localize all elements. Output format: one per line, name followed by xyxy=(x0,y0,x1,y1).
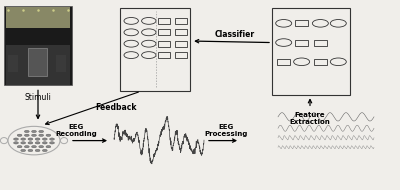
Circle shape xyxy=(17,146,22,148)
Bar xyxy=(314,40,327,46)
Bar xyxy=(175,29,187,35)
Bar xyxy=(120,8,190,91)
Bar xyxy=(56,61,66,72)
Circle shape xyxy=(42,142,47,144)
Circle shape xyxy=(32,146,36,148)
Bar xyxy=(175,52,187,58)
Bar xyxy=(158,29,170,35)
Circle shape xyxy=(35,142,40,144)
Circle shape xyxy=(14,138,18,140)
Bar xyxy=(6,45,70,85)
Circle shape xyxy=(39,134,44,136)
Circle shape xyxy=(24,134,29,136)
Bar xyxy=(314,59,327,65)
Circle shape xyxy=(21,149,26,152)
Text: Feature
Extraction: Feature Extraction xyxy=(290,112,330,125)
Bar xyxy=(158,18,170,24)
Bar xyxy=(6,7,70,28)
Bar xyxy=(295,40,308,46)
Bar xyxy=(175,41,187,47)
Circle shape xyxy=(28,138,33,140)
Circle shape xyxy=(35,149,40,152)
Circle shape xyxy=(28,142,33,144)
Circle shape xyxy=(42,138,47,140)
Circle shape xyxy=(35,138,40,140)
Circle shape xyxy=(21,138,26,140)
Bar xyxy=(158,52,170,58)
Circle shape xyxy=(46,134,51,136)
Circle shape xyxy=(50,142,54,144)
Text: Feedback: Feedback xyxy=(95,103,137,112)
Circle shape xyxy=(28,149,33,152)
Bar xyxy=(175,18,187,24)
Bar xyxy=(158,41,170,47)
Bar xyxy=(295,20,308,26)
Bar xyxy=(272,8,350,95)
Circle shape xyxy=(32,134,36,136)
Circle shape xyxy=(21,142,26,144)
Bar xyxy=(8,61,18,72)
Circle shape xyxy=(50,138,54,140)
Circle shape xyxy=(14,142,18,144)
Text: Classifier: Classifier xyxy=(215,30,255,39)
Circle shape xyxy=(24,130,29,133)
Text: Stimuli: Stimuli xyxy=(24,93,52,102)
Bar xyxy=(8,55,18,63)
Circle shape xyxy=(46,146,51,148)
Circle shape xyxy=(32,130,36,133)
Bar xyxy=(4,6,72,86)
Text: EEG
Reconding: EEG Reconding xyxy=(55,124,97,137)
Circle shape xyxy=(17,134,22,136)
Bar xyxy=(56,55,66,63)
Circle shape xyxy=(39,130,44,133)
Bar xyxy=(277,59,290,65)
Circle shape xyxy=(39,146,44,148)
Text: EEG
Processing: EEG Processing xyxy=(204,124,248,137)
Circle shape xyxy=(42,149,47,152)
Circle shape xyxy=(24,146,29,148)
Bar xyxy=(28,48,47,76)
